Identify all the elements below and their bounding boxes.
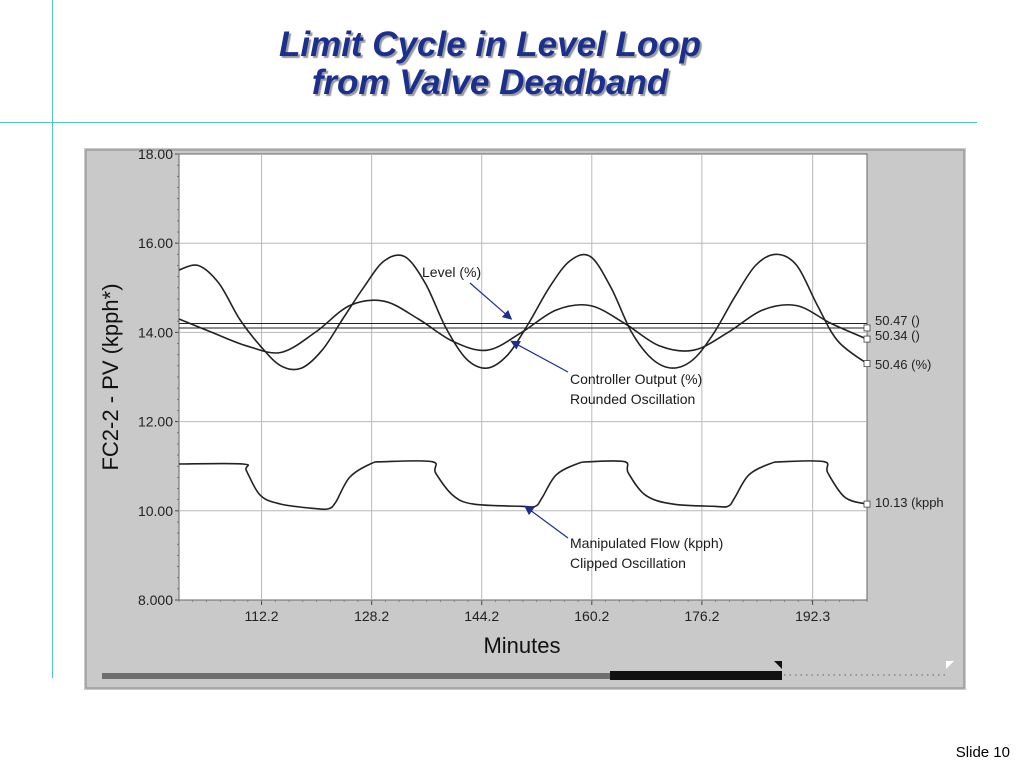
tick-layer: 8.000 10.00 12.00 14.00 16.00 18.00 112.2 128.2…	[138, 148, 868, 624]
y-tick-label: 14.00	[138, 324, 173, 340]
series-end-marker	[863, 324, 871, 332]
y-tick-label: 12.00	[138, 414, 173, 430]
right-label-layer: 50.47 ()50.34 () 50.46 (%) 10.13 (kpph	[863, 313, 944, 510]
series-end-marker	[863, 500, 871, 508]
accent-vertical-line	[52, 0, 53, 678]
right-label-manipulated-flow: 10.13 (kpph	[875, 495, 944, 510]
right-label-reference: 50.34 ()	[875, 328, 920, 343]
series-manipulated-flow-line	[178, 460, 868, 511]
x-tick-label: 112.2	[245, 608, 279, 624]
annotation-level-arrow	[469, 282, 513, 320]
series-layer	[178, 253, 868, 511]
scrollbar-end-marker[interactable]	[946, 661, 954, 669]
y-axis-title: FC2-2 - PV (kpph*)	[98, 283, 123, 470]
annotation-manipulated-flow-arrow	[524, 505, 569, 539]
right-label-controller-output: 50.46 (%)	[875, 357, 931, 372]
chart-frame-border	[85, 149, 965, 689]
x-tick-label: 192.3	[795, 608, 830, 624]
slide-title: Limit Cycle in Level Loop from Valve Dea…	[170, 26, 810, 102]
series-end-marker	[863, 335, 871, 343]
x-tick-label: 176.2	[684, 608, 719, 624]
y-tick-label: 10.00	[138, 503, 173, 519]
accent-horizontal-line	[0, 122, 977, 123]
series-end-marker	[863, 360, 871, 368]
y-tick-label: 16.00	[138, 235, 173, 251]
slide-number: Slide 10	[955, 744, 1010, 761]
x-axis-title: Minutes	[483, 633, 560, 658]
y-tick-label: 8.000	[138, 592, 173, 608]
x-tick-label: 128.2	[354, 608, 389, 624]
annotation-controller-output-text: Controller Output (%)	[570, 371, 702, 387]
annotation-manipulated-flow-text: Manipulated Flow (kpph)	[570, 535, 723, 551]
trend-chart: 8.000 10.00 12.00 14.00 16.00 18.00 112.2 128.2…	[84, 148, 966, 690]
right-label-level: 50.47 ()	[875, 313, 920, 328]
grid-layer	[179, 154, 867, 600]
x-tick-label: 144.2	[464, 608, 499, 624]
series-level-line	[178, 299, 868, 354]
scrollbar-thumb-handle[interactable]	[774, 661, 782, 669]
slide-title-line2: from Valve Deadband	[311, 63, 669, 102]
annotation-layer: Level (%) Controller Output (%) Rounded Os…	[422, 264, 723, 571]
scrollbar-thumb[interactable]	[610, 671, 782, 680]
series-controller-output-line	[178, 253, 868, 371]
plot-area	[178, 153, 868, 601]
x-tick-label: 160.2	[574, 608, 609, 624]
annotation-manipulated-flow-text2: Clipped Oscillation	[570, 555, 686, 571]
annotation-controller-output-text2: Rounded Oscillation	[570, 391, 695, 407]
y-tick-label: 18.00	[138, 148, 173, 162]
scrollbar-track-left[interactable]	[102, 673, 610, 679]
annotation-level-text: Level (%)	[422, 264, 481, 280]
annotation-controller-output-arrow	[510, 340, 569, 373]
slide-title-line1: Limit Cycle in Level Loop	[278, 25, 702, 64]
